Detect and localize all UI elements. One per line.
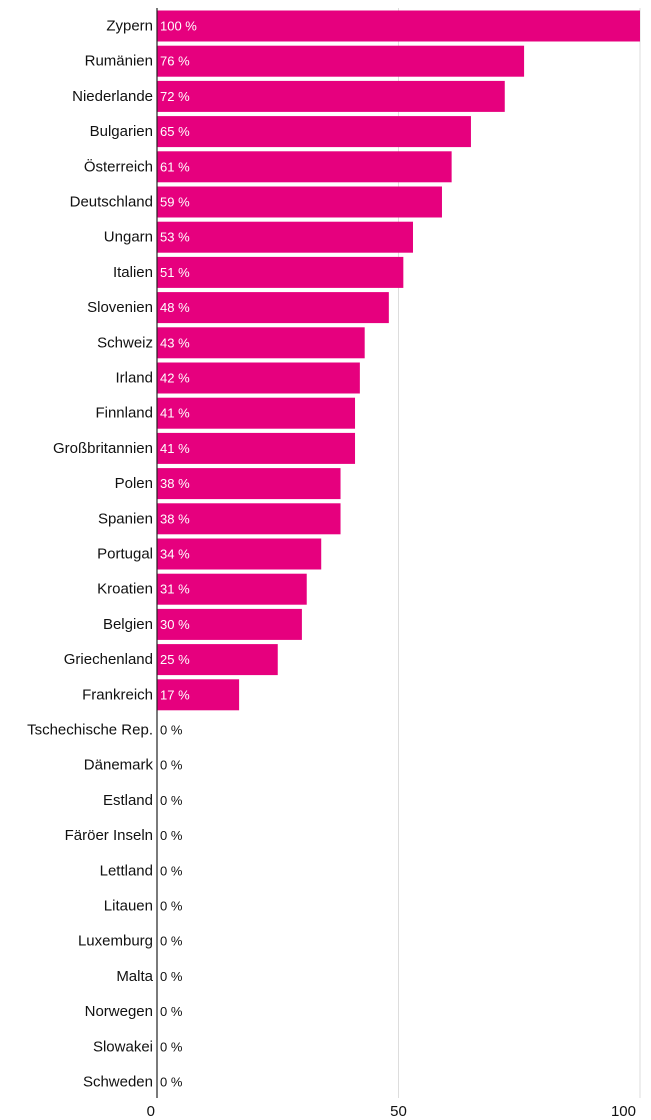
data-label: 0 % <box>160 863 183 878</box>
data-label: 72 % <box>160 89 190 104</box>
category-label: Polen <box>115 475 153 492</box>
category-label: Dänemark <box>84 757 154 774</box>
bar <box>157 256 404 288</box>
category-label: Italien <box>113 264 153 281</box>
bar <box>157 116 471 148</box>
data-label: 51 % <box>160 265 190 280</box>
category-label: Slowakei <box>93 1038 153 1055</box>
category-label: Färöer Inseln <box>65 827 153 844</box>
data-label: 100 % <box>160 19 197 34</box>
data-label: 59 % <box>160 195 190 210</box>
bar <box>157 432 356 464</box>
bar <box>157 679 240 711</box>
category-label: Luxemburg <box>78 933 153 950</box>
bar <box>157 397 356 429</box>
x-tick-label: 0 <box>147 1103 155 1120</box>
category-label: Estland <box>103 792 153 809</box>
data-label: 41 % <box>160 441 190 456</box>
data-label: 43 % <box>160 335 190 350</box>
data-label: 76 % <box>160 54 190 69</box>
bar <box>157 538 322 570</box>
category-label: Schweden <box>83 1074 153 1091</box>
category-label: Frankreich <box>82 686 153 703</box>
category-label: Ungarn <box>104 229 153 246</box>
data-label: 48 % <box>160 300 190 315</box>
bar <box>157 608 302 640</box>
data-label: 0 % <box>160 1075 183 1090</box>
x-tick-label: 100 <box>611 1103 636 1120</box>
category-label: Kroatien <box>97 581 153 598</box>
data-label: 42 % <box>160 371 190 386</box>
category-label: Österreich <box>84 157 153 175</box>
bar <box>157 292 389 324</box>
data-label: 31 % <box>160 582 190 597</box>
category-label: Slovenien <box>87 299 153 316</box>
category-label: Schweiz <box>97 334 153 351</box>
data-label: 0 % <box>160 723 183 738</box>
category-label: Deutschland <box>70 194 153 211</box>
bar <box>157 573 307 605</box>
category-label: Griechenland <box>64 651 153 668</box>
data-label: 0 % <box>160 758 183 773</box>
bar <box>157 362 360 394</box>
data-label: 25 % <box>160 652 190 667</box>
category-label: Niederlande <box>72 88 153 105</box>
data-label: 0 % <box>160 899 183 914</box>
category-label: Irland <box>115 370 153 387</box>
bar <box>157 468 341 500</box>
data-label: 61 % <box>160 159 190 174</box>
category-label: Tschechische Rep. <box>27 722 153 739</box>
category-label: Belgien <box>103 616 153 633</box>
category-label: Portugal <box>97 546 153 563</box>
data-label: 53 % <box>160 230 190 245</box>
bar <box>157 10 640 42</box>
data-label: 17 % <box>160 687 190 702</box>
data-label: 0 % <box>160 969 183 984</box>
category-label: Spanien <box>98 510 153 527</box>
category-label: Rumänien <box>85 53 153 70</box>
category-label: Zypern <box>106 18 153 35</box>
bar <box>157 327 365 359</box>
data-label: 0 % <box>160 1039 183 1054</box>
bar <box>157 80 505 112</box>
category-label: Bulgarien <box>90 123 153 140</box>
data-label: 0 % <box>160 1004 183 1019</box>
bar <box>157 151 452 183</box>
category-label: Malta <box>116 968 153 985</box>
bar <box>157 221 413 253</box>
category-label: Litauen <box>104 898 153 915</box>
data-label: 0 % <box>160 828 183 843</box>
data-label: 30 % <box>160 617 190 632</box>
x-tick-label: 50 <box>390 1103 407 1120</box>
category-label: Lettland <box>100 862 153 879</box>
category-label: Finnland <box>95 405 153 422</box>
bar <box>157 186 442 218</box>
data-label: 41 % <box>160 406 190 421</box>
data-label: 34 % <box>160 547 190 562</box>
data-label: 65 % <box>160 124 190 139</box>
bar <box>157 644 278 676</box>
data-label: 38 % <box>160 476 190 491</box>
bar <box>157 45 525 77</box>
data-label: 0 % <box>160 934 183 949</box>
category-label: Norwegen <box>85 1003 153 1020</box>
category-label: Großbritannien <box>53 440 153 457</box>
data-label: 0 % <box>160 793 183 808</box>
data-label: 38 % <box>160 511 190 526</box>
bar <box>157 503 341 535</box>
